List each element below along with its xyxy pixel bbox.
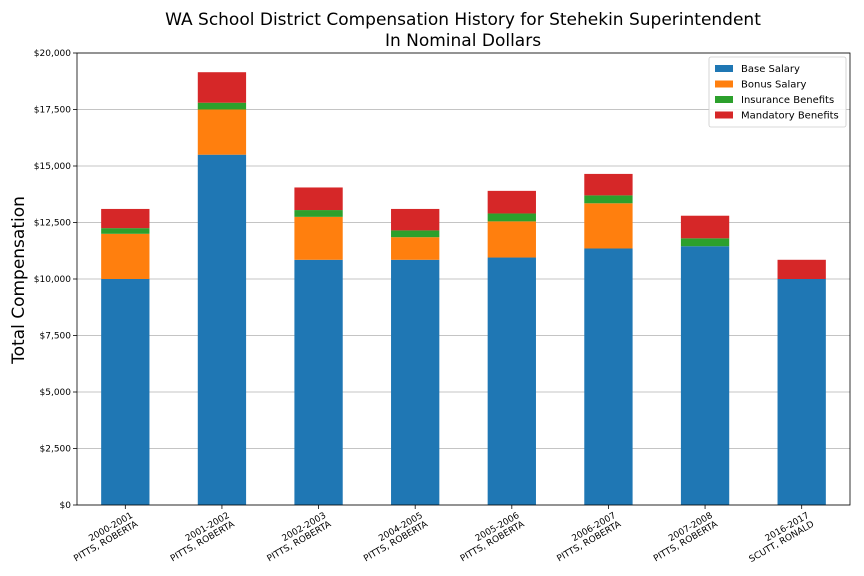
y-tick-label: $2,500	[40, 445, 72, 455]
bar-mandatory-benefits-4	[487, 190, 536, 214]
y-tick-label: $15,000	[34, 162, 71, 172]
y-tick-label: $10,000	[34, 275, 71, 285]
bar-base-salary-5	[584, 248, 633, 506]
x-ticks: 2000-2001PITTS, ROBERTA 2001-2002PITTS, R…	[67, 505, 817, 565]
bar-base-salary-3	[391, 259, 440, 505]
legend-label: Bonus Salary	[741, 80, 807, 91]
legend-swatch	[715, 65, 733, 72]
bar-bonus-salary-1	[197, 109, 247, 155]
legend-swatch	[715, 80, 733, 88]
bar-insurance-benefits-3	[391, 230, 440, 238]
bar-bonus-salary-0	[101, 233, 150, 279]
bar-bonus-salary-5	[584, 203, 633, 249]
x-tick-label: 2000-2001PITTS, ROBERTA	[67, 511, 140, 565]
y-tick-label: $0	[60, 501, 72, 511]
x-tick-label: 2006-2007PITTS, ROBERTA	[550, 511, 623, 565]
y-tick-label: $7,500	[40, 332, 72, 342]
bar-mandatory-benefits-7	[777, 259, 826, 279]
bar-insurance-benefits-5	[584, 195, 633, 204]
legend-swatch	[715, 96, 733, 103]
bar-bonus-salary-2	[294, 216, 343, 260]
bar-insurance-benefits-2	[294, 210, 343, 217]
bar-mandatory-benefits-0	[101, 208, 150, 229]
y-tick-label: $12,500	[34, 219, 71, 229]
bar-base-salary-7	[777, 279, 826, 505]
bar-mandatory-benefits-1	[197, 72, 247, 103]
bar-base-salary-4	[487, 257, 536, 505]
bar-insurance-benefits-4	[487, 213, 536, 222]
bar-bonus-salary-4	[487, 221, 536, 258]
bars	[101, 72, 826, 506]
x-tick-label: 2007-2008PITTS, ROBERTA	[647, 511, 720, 565]
y-tick-label: $17,500	[34, 106, 71, 116]
bar-insurance-benefits-1	[197, 102, 247, 110]
y-tick-label: $20,000	[34, 49, 71, 59]
legend-label: Base Salary	[741, 64, 800, 75]
x-tick-label: 2016-2017SCUTT, RONALD	[743, 511, 817, 565]
bar-insurance-benefits-6	[680, 238, 730, 247]
bar-mandatory-benefits-6	[680, 215, 730, 239]
x-tick-label: 2002-2003PITTS, ROBERTA	[261, 511, 334, 565]
bar-insurance-benefits-0	[101, 228, 150, 234]
bar-base-salary-1	[197, 154, 247, 505]
bar-mandatory-benefits-2	[294, 187, 343, 211]
legend-swatch	[715, 111, 733, 119]
x-tick-label: 2004-2005PITTS, ROBERTA	[357, 511, 430, 565]
legend-label: Insurance Benefits	[741, 95, 834, 106]
chart-title: WA School District Compensation History …	[165, 10, 761, 30]
y-axis-label: Total Compensation	[9, 196, 29, 365]
chart-subtitle: In Nominal Dollars	[385, 31, 541, 51]
bar-mandatory-benefits-5	[584, 173, 633, 196]
legend: Base Salary Bonus Salary Insurance Benefit…	[708, 56, 847, 128]
legend-box	[708, 56, 847, 128]
bar-base-salary-0	[101, 279, 150, 505]
legend-label: Mandatory Benefits	[741, 111, 839, 122]
x-tick-label: 2001-2002PITTS, ROBERTA	[164, 511, 237, 565]
bar-bonus-salary-3	[391, 237, 440, 260]
bar-base-salary-2	[294, 259, 343, 505]
bar-base-salary-6	[680, 246, 730, 506]
y-tick-label: $5,000	[40, 388, 72, 398]
bar-mandatory-benefits-3	[391, 208, 440, 231]
x-tick-label: 2005-2006PITTS, ROBERTA	[454, 511, 527, 565]
y-ticks: $0 $2,500 $5,000 $7,500 $10,000 $12,500 $15,00…	[34, 49, 77, 511]
